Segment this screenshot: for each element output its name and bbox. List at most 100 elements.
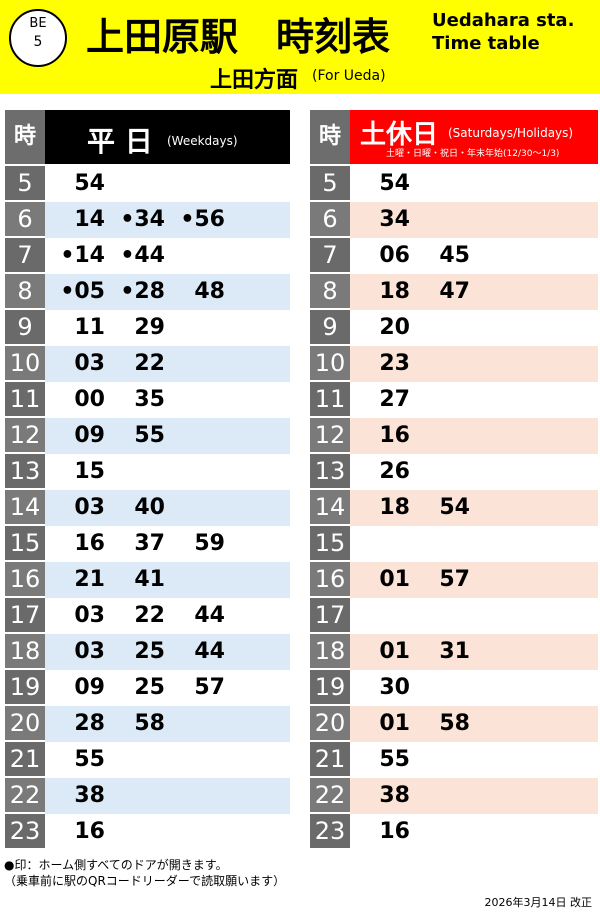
minute: 16 [74,819,105,844]
hour-cell: 20 [310,706,350,742]
hour-header: 時 [5,110,45,164]
minute-row [45,526,290,562]
footer-note: （乗車前に駅のQRコードリーダーで読取願います） [4,874,286,888]
minute: 16 [74,531,105,556]
table-subtitle: (Saturdays/Holidays) [448,126,574,140]
hour-cell: 12 [5,418,45,454]
hour-cell: 7 [5,238,45,274]
minute: 26 [379,459,410,484]
hour-cell: 23 [5,814,45,850]
minute: •56 [180,207,225,232]
title-en: Time table [432,33,540,54]
minute-row [350,166,598,202]
minute-row [350,634,598,670]
minute: 29 [134,315,165,340]
minute: 16 [379,819,410,844]
hour-cell: 13 [310,454,350,490]
minute: 20 [379,315,410,340]
minute-row [350,454,598,490]
hour-cell: 11 [310,382,350,418]
direction: 上田方面 [210,68,299,93]
minute: •28 [120,279,165,304]
minute-row [45,382,290,418]
hour-cell: 21 [310,742,350,778]
hour-cell: 17 [5,598,45,634]
minute: 23 [379,351,410,376]
footer-note: ●印：ホーム側すべてのドアが開きます。 [4,858,228,872]
minute-row [350,238,598,274]
minute: 45 [439,243,470,268]
minute-row [45,310,290,346]
minute: 09 [74,423,105,448]
minute-row [350,562,598,598]
minute: 57 [194,675,225,700]
minute-row [45,778,290,814]
revision: 2026年3月14日 改正 [484,896,593,909]
minute: 37 [134,531,165,556]
minute-row [45,634,290,670]
minute-row [45,238,290,274]
badge [9,9,67,67]
minute: 38 [379,783,410,808]
hour-cell: 20 [5,706,45,742]
minute: 58 [439,711,470,736]
hour-cell: 14 [310,490,350,526]
table-title: 平 日 [87,125,153,158]
minute-row [45,814,290,850]
hour-cell: 9 [5,310,45,346]
minute: 44 [194,603,225,628]
minute-row [350,706,598,742]
minute-row [350,490,598,526]
hour-header: 時 [310,110,350,164]
minute-row [45,562,290,598]
minute: 03 [74,603,105,628]
hour-cell: 6 [310,202,350,238]
minute-row [45,418,290,454]
hour-cell: 5 [5,166,45,202]
minute: •34 [120,207,165,232]
minute: 48 [194,279,225,304]
header: BE 5 上田原駅 時刻表 Uedahara sta. Time table 上… [0,0,600,94]
hour-cell: 14 [5,490,45,526]
hour-cell: 22 [310,778,350,814]
minute-row [350,814,598,850]
minute-row [45,274,290,310]
hour-cell: 15 [5,526,45,562]
table-subtitle: (Weekdays) [167,134,238,148]
minute: 01 [379,711,410,736]
hour-cell: 21 [5,742,45,778]
minute: 54 [439,495,470,520]
hour-cell: 13 [5,454,45,490]
title: 上田原駅 時刻表 [86,15,391,59]
minute-row [350,310,598,346]
hour-cell: 23 [310,814,350,850]
minute-row [45,166,290,202]
minute: 03 [74,351,105,376]
minute: 38 [74,783,105,808]
minute: 18 [379,495,410,520]
minute-row [45,346,290,382]
hour-cell: 10 [310,346,350,382]
minute-row [45,202,290,238]
hour-cell: 5 [310,166,350,202]
hour-cell: 10 [5,346,45,382]
minute: 55 [379,747,410,772]
minute: 15 [74,459,105,484]
minute: 44 [194,639,225,664]
table-note: 土曜・日曜・祝日・年末年始(12/30～1/3) [386,149,560,159]
minute: •14 [60,243,105,268]
hour-cell: 6 [5,202,45,238]
minute: 00 [74,387,105,412]
badge-line: BE [29,16,47,31]
hour-cell: 22 [5,778,45,814]
hour-cell: 8 [5,274,45,310]
minute: 47 [439,279,470,304]
hour-cell: 7 [310,238,350,274]
minute: 22 [134,603,165,628]
minute: 21 [74,567,105,592]
minute: 18 [379,279,410,304]
minute: 11 [74,315,105,340]
minute: 55 [134,423,165,448]
hour-cell: 15 [310,526,350,562]
hour-cell: 11 [5,382,45,418]
